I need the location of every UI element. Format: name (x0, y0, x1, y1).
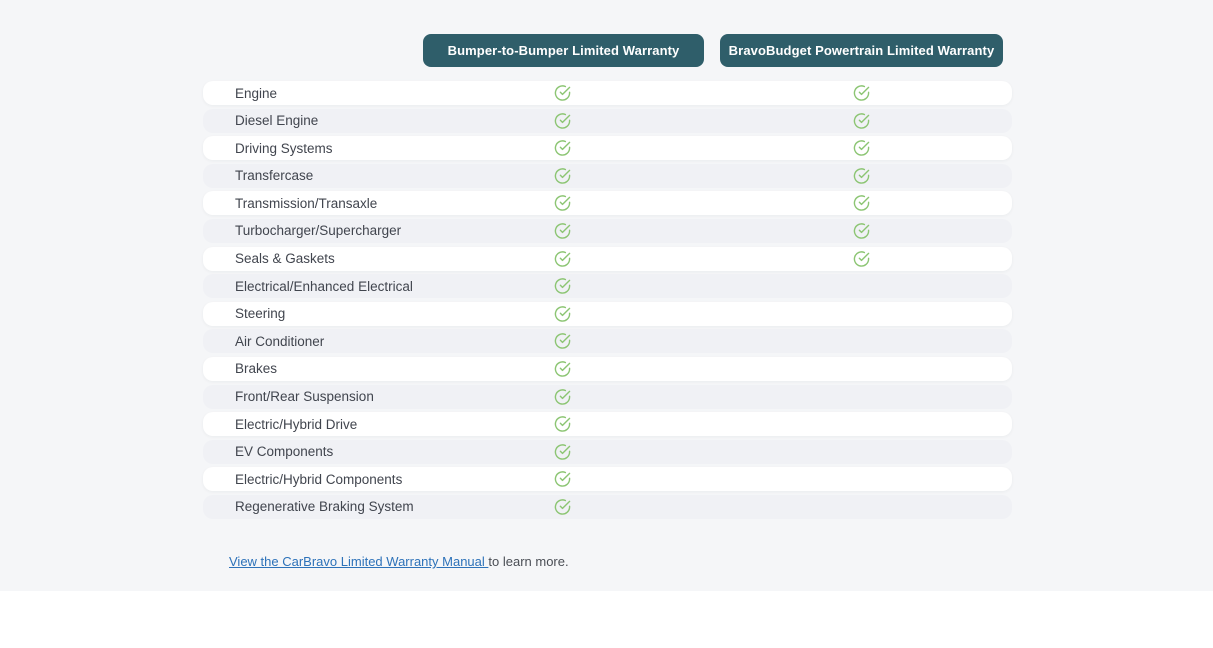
check-circle-icon (554, 305, 571, 322)
row-label: Electric/Hybrid Components (235, 471, 403, 487)
row-label: Electrical/Enhanced Electrical (235, 278, 413, 294)
table-row: Electrical/Enhanced Electrical (203, 274, 1012, 299)
row-label: Driving Systems (235, 140, 333, 156)
check-circle-icon (554, 85, 571, 102)
check-circle-icon (853, 167, 870, 184)
table-row: Seals & Gaskets (203, 246, 1012, 271)
row-label: Transfercase (235, 168, 314, 184)
table-row: Engine (203, 81, 1012, 105)
check-circle-icon (554, 140, 571, 157)
table-row: Turbocharger/Supercharger (203, 218, 1012, 243)
column-header-bumper-to-bumper-warranty: Bumper-to-Bumper Limited Warranty (423, 34, 704, 67)
row-label: Transmission/Transaxle (235, 195, 378, 211)
row-label: Air Conditioner (235, 333, 325, 349)
table-row: EV Components (203, 439, 1012, 464)
check-circle-icon (554, 112, 571, 129)
check-circle-icon (554, 471, 571, 488)
table-row: Air Conditioner (203, 329, 1012, 354)
table-row: Regenerative Braking System (203, 494, 1012, 519)
check-circle-icon (554, 250, 571, 267)
row-label: Engine (235, 85, 278, 101)
table-row: Transfercase (203, 163, 1012, 188)
check-circle-icon (554, 167, 571, 184)
check-circle-icon (554, 195, 571, 212)
row-label: Regenerative Braking System (235, 499, 414, 515)
check-circle-icon (554, 360, 571, 377)
check-circle-icon (554, 443, 571, 460)
table-row: Diesel Engine (203, 108, 1012, 133)
warranty-manual-link[interactable]: View the CarBravo Limited Warranty Manua… (229, 554, 489, 569)
row-label: Electric/Hybrid Drive (235, 416, 358, 432)
table-row: Driving Systems (203, 136, 1012, 161)
check-circle-icon (554, 416, 571, 433)
row-label: EV Components (235, 444, 334, 460)
footer-suffix-text: to learn more. (488, 554, 569, 569)
row-label: Brakes (235, 361, 278, 377)
check-circle-icon (853, 195, 870, 212)
check-circle-icon (853, 112, 870, 129)
row-label: Diesel Engine (235, 113, 319, 129)
warranty-table: Engine Diesel Engine Driving Systems Transf… (203, 81, 1012, 519)
table-row: Transmission/Transaxle (203, 191, 1012, 216)
check-circle-icon (554, 498, 571, 515)
check-circle-icon (554, 222, 571, 239)
check-circle-icon (853, 250, 870, 267)
row-label: Steering (235, 306, 286, 322)
check-circle-icon (554, 333, 571, 350)
check-circle-icon (853, 222, 870, 239)
table-row: Electric/Hybrid Drive (203, 412, 1012, 437)
row-label: Front/Rear Suspension (235, 389, 374, 405)
row-label: Turbocharger/Supercharger (235, 223, 402, 239)
check-circle-icon (853, 85, 870, 102)
table-row: Front/Rear Suspension (203, 384, 1012, 409)
table-row: Steering (203, 301, 1012, 326)
check-circle-icon (554, 388, 571, 405)
row-label: Seals & Gaskets (235, 251, 335, 267)
column-header-powertrain-warranty: BravoBudget Powertrain Limited Warranty (720, 34, 1003, 67)
check-circle-icon (853, 140, 870, 157)
table-row: Electric/Hybrid Components (203, 467, 1012, 492)
check-circle-icon (554, 278, 571, 295)
table-row: Brakes (203, 356, 1012, 381)
warranty-comparison-section: Bumper-to-Bumper Limited Warranty BravoB… (203, 34, 1012, 569)
footer-note: View the CarBravo Limited Warranty Manua… (229, 554, 569, 569)
